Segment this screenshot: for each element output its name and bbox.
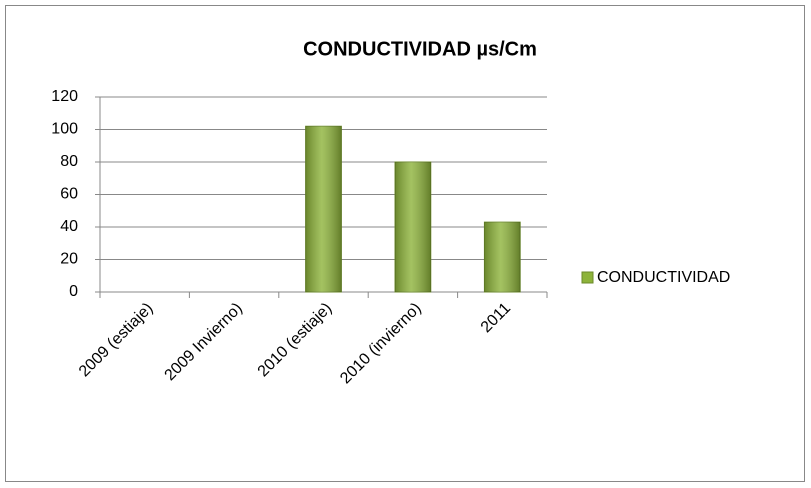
- bar: [483, 221, 521, 293]
- chart-title: CONDUCTIVIDAD µs/Cm: [303, 38, 537, 60]
- bar: [394, 161, 432, 293]
- y-tick-label: 120: [51, 88, 78, 105]
- y-tick-label: 100: [51, 121, 78, 138]
- y-tick-label: 20: [60, 251, 78, 268]
- y-tick-label: 80: [60, 153, 78, 170]
- y-tick-label: 0: [69, 283, 78, 300]
- bar: [305, 125, 342, 293]
- legend-label: CONDUCTIVIDAD: [597, 269, 730, 286]
- legend-swatch: [581, 271, 594, 284]
- y-tick-label: 60: [60, 186, 78, 203]
- y-tick-label: 40: [60, 218, 78, 235]
